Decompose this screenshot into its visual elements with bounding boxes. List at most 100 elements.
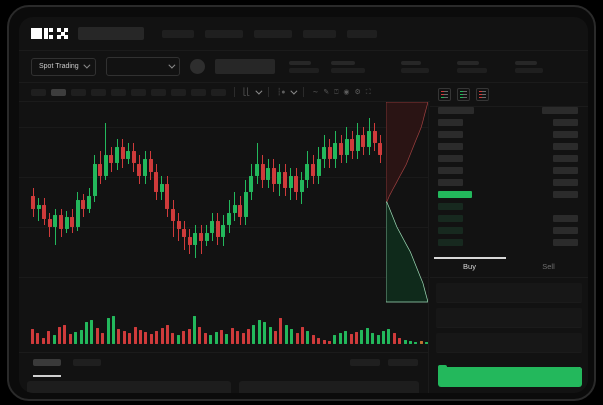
orderbook-price-cell[interactable] <box>438 227 463 234</box>
orderbook-price-cell[interactable] <box>438 191 472 198</box>
settings-icon[interactable]: ⚙ <box>354 88 361 96</box>
toolbar-divider <box>303 87 305 97</box>
tab-buy[interactable]: Buy <box>463 262 476 271</box>
orders-action-1[interactable] <box>388 359 418 366</box>
orderbook-amount-cell[interactable] <box>542 107 578 114</box>
tab-sell[interactable]: Sell <box>542 262 555 271</box>
volume-bar <box>263 322 267 344</box>
tab-open-orders[interactable] <box>33 359 61 366</box>
volume-bar <box>376 335 380 344</box>
camera-icon[interactable]: ◉ <box>343 88 350 96</box>
volume-bar <box>52 335 56 344</box>
orderbook-amount-cell[interactable] <box>553 239 578 246</box>
timeframe-9[interactable] <box>211 88 226 96</box>
pencil-icon[interactable]: ✎ <box>323 88 330 96</box>
orderbook-price-cell[interactable] <box>438 107 474 114</box>
timeframe-3[interactable] <box>91 88 106 96</box>
volume-bar <box>144 332 148 344</box>
stat-block-4 <box>514 60 543 73</box>
chart-type-icon[interactable]: ┆● <box>277 88 286 96</box>
indicator-icon[interactable]: ⎣⎣ <box>243 88 250 96</box>
stat-block-0 <box>288 60 319 73</box>
volume-bar <box>349 334 353 344</box>
submit-buy-button[interactable] <box>438 367 582 387</box>
chevron-down-icon[interactable] <box>255 87 263 95</box>
volume-bar <box>63 324 67 344</box>
candlestick-chart[interactable] <box>19 102 429 307</box>
volume-bar <box>398 337 402 344</box>
orders-action-0[interactable] <box>350 359 380 366</box>
depth-overlay <box>386 102 428 303</box>
gridline <box>19 127 428 128</box>
trading-mode-dropdown[interactable]: Spot Trading <box>31 57 96 76</box>
logo-o-icon <box>31 28 42 39</box>
volume-bar <box>149 334 153 344</box>
orderbook-amount-cell[interactable] <box>553 119 578 126</box>
orderbook-price-cell[interactable] <box>438 155 463 162</box>
orderbook-price-cell[interactable] <box>438 239 463 246</box>
volume-bar <box>355 332 358 344</box>
volume-bar <box>241 333 245 344</box>
volume-bar <box>155 331 159 344</box>
orderbook-rows[interactable] <box>430 107 588 257</box>
timeframe-5[interactable] <box>131 88 146 96</box>
orderbook-amount-cell[interactable] <box>553 167 578 174</box>
orderbook-buy-icon[interactable] <box>457 88 470 101</box>
volume-bar <box>419 340 423 344</box>
orderbook-amount-cell[interactable] <box>553 179 578 186</box>
magnet-icon[interactable]: ⍞ <box>334 88 339 96</box>
volume-bar <box>36 333 40 344</box>
volume-bar <box>328 340 331 344</box>
orderbook-sell-icon[interactable] <box>476 88 489 101</box>
orderbook-layout-toggles <box>430 83 588 107</box>
timeframe-4[interactable] <box>111 88 126 96</box>
volume-bar <box>290 328 294 344</box>
orders-content <box>27 381 419 393</box>
orderbook-amount-cell[interactable] <box>553 131 578 138</box>
orderbook-price-cell[interactable] <box>438 167 463 174</box>
timeframe-6[interactable] <box>151 88 166 96</box>
orderbook-amount-cell[interactable] <box>553 215 578 222</box>
orderbook-both-icon[interactable] <box>438 88 451 101</box>
orderbook-price-cell[interactable] <box>438 143 463 150</box>
orderbook-price-cell[interactable] <box>438 203 463 210</box>
nav-item-2[interactable] <box>254 29 292 38</box>
nav-item-4[interactable] <box>347 29 377 38</box>
app-screen: Spot Trading ⎣⎣ ┆● <box>19 17 588 393</box>
chart-toolbar: ⎣⎣ ┆● ∼ ✎ ⍞ ◉ ⚙ ⛶ <box>19 83 588 102</box>
volume-bar <box>344 331 348 344</box>
order-field-total[interactable] <box>436 333 582 353</box>
orderbook-amount-cell[interactable] <box>553 227 578 234</box>
volume-bar <box>198 326 202 344</box>
orderbook-price-cell[interactable] <box>438 179 463 186</box>
orderbook-price-cell[interactable] <box>438 131 463 138</box>
order-field-price[interactable] <box>436 283 582 303</box>
volume-bar <box>203 333 207 344</box>
timeframe-7[interactable] <box>171 88 186 96</box>
volume-bar <box>117 328 121 344</box>
okx-logo[interactable] <box>31 28 68 39</box>
fullscreen-icon[interactable]: ⛶ <box>365 88 371 96</box>
volume-bar <box>225 334 229 344</box>
timeframe-0[interactable] <box>31 88 46 96</box>
volume-bar <box>133 326 137 344</box>
orderbook-price-cell[interactable] <box>438 119 463 126</box>
volume-bar <box>236 331 240 344</box>
nav-item-1[interactable] <box>205 29 243 38</box>
timeframe-1[interactable] <box>51 88 66 96</box>
gridline <box>19 177 428 178</box>
orderbook-amount-cell[interactable] <box>553 143 578 150</box>
orderbook-amount-cell[interactable] <box>553 191 578 198</box>
wave-icon[interactable]: ∼ <box>312 88 319 96</box>
order-field-amount[interactable] <box>436 308 582 328</box>
orderbook-amount-cell[interactable] <box>553 155 578 162</box>
pair-select[interactable] <box>105 57 180 76</box>
orderbook-price-cell[interactable] <box>438 215 463 222</box>
tab-order-history[interactable] <box>73 359 101 366</box>
timeframe-8[interactable] <box>191 88 206 96</box>
nav-item-3[interactable] <box>303 29 336 38</box>
search-input[interactable] <box>78 27 144 40</box>
timeframe-2[interactable] <box>71 88 86 96</box>
nav-item-0[interactable] <box>162 29 194 38</box>
chevron-down-icon[interactable] <box>290 87 298 95</box>
